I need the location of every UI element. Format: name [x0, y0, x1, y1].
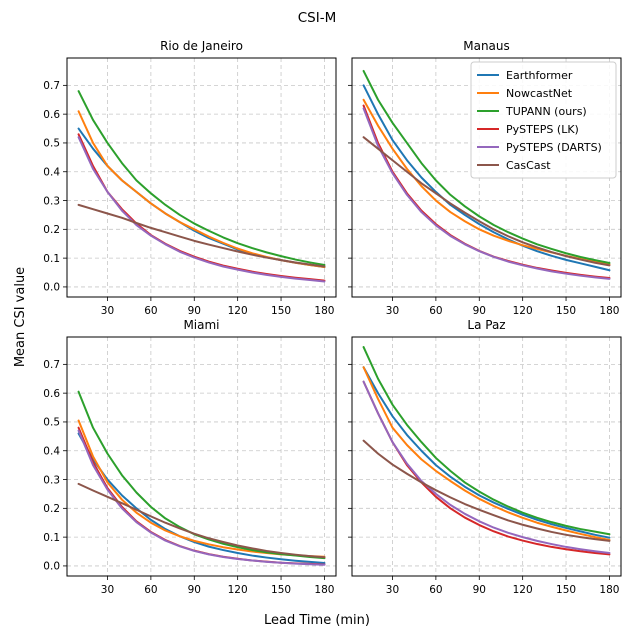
series-line-pysteps-darts	[77, 429, 326, 566]
y-tick-label: 0.4	[43, 167, 60, 179]
x-tick-label: 180	[599, 305, 619, 317]
x-tick-label: 60	[144, 584, 157, 596]
x-tick-label: 60	[144, 305, 157, 317]
x-tick-label: 60	[429, 305, 442, 317]
series-line-tupann-ours	[77, 90, 326, 267]
x-tick-label: 120	[513, 584, 533, 596]
axes-frame	[351, 57, 622, 298]
panel-title: La Paz	[467, 318, 505, 332]
legend-entry-pysteps-lk: PySTEPS (LK)	[506, 123, 579, 136]
panel-title: Miami	[183, 318, 219, 332]
series-line-pysteps-darts	[77, 136, 326, 283]
series-line-cascast	[362, 439, 611, 542]
y-tick-label: 0.7	[43, 80, 60, 92]
series-line-cascast	[77, 203, 326, 268]
axes-frame	[66, 336, 337, 577]
x-tick-label: 30	[386, 584, 399, 596]
y-tick-label: 0.4	[43, 446, 60, 458]
series-line-cascast	[362, 136, 611, 267]
x-tick-label: 150	[556, 584, 576, 596]
y-tick-label: 0.1	[43, 532, 60, 544]
series-line-nowcastnet	[362, 366, 611, 542]
y-tick-label: 0.2	[43, 503, 60, 515]
x-tick-label: 90	[473, 584, 486, 596]
y-tick-label: 0.1	[43, 253, 60, 265]
y-tick-label: 0.5	[43, 417, 60, 429]
legend-entry-tupann-ours: TUPANN (ours)	[505, 105, 587, 118]
x-tick-label: 90	[473, 305, 486, 317]
y-tick-label: 0.7	[43, 359, 60, 371]
panel-la-paz: 30 60 90 120 150 180 La Paz	[348, 318, 622, 596]
y-tick-label: 0.0	[43, 282, 60, 294]
x-tick-label: 30	[386, 305, 399, 317]
x-tick-label: 180	[314, 305, 334, 317]
series-line-earthformer	[77, 432, 326, 565]
y-axis-label: Mean CSI value	[13, 267, 28, 367]
x-tick-label: 120	[513, 305, 533, 317]
x-tick-label: 30	[101, 584, 114, 596]
panel-title: Manaus	[463, 39, 510, 53]
x-tick-label: 150	[271, 584, 291, 596]
x-tick-label: 180	[599, 584, 619, 596]
legend-entry-pysteps-darts: PySTEPS (DARTS)	[506, 141, 602, 154]
y-tick-label: 0.2	[43, 224, 60, 236]
y-tick-label: 0.3	[43, 195, 60, 207]
series-line-earthformer	[362, 366, 611, 539]
panel-manaus: 30 60 90 120 150 180 Manaus Earthformer NowcastN…	[348, 39, 622, 317]
x-tick-label: 120	[228, 305, 248, 317]
axes-frame	[351, 336, 622, 577]
series-line-pysteps-darts	[362, 380, 611, 554]
y-tick-label: 0.5	[43, 138, 60, 150]
figure-title: CSI-M	[298, 10, 337, 26]
series-line-tupann-ours	[362, 346, 611, 536]
series-line-pysteps-darts	[362, 107, 611, 280]
series-line-earthformer	[362, 84, 611, 272]
y-tick-label: 0.3	[43, 474, 60, 486]
panel-rio-de-janeiro: 30 60 90 120 150 180 0.0 0.1 0.2 0.3 0.4 0.5 0.6 0.7 R…	[43, 39, 337, 317]
x-tick-label: 90	[188, 584, 201, 596]
axes-frame	[66, 57, 337, 298]
legend: Earthformer NowcastNet TUPANN (ours) PySTEP…	[470, 61, 617, 179]
legend-entry-cascast: CasCast	[506, 159, 551, 172]
series-line-tupann-ours	[362, 69, 611, 265]
y-tick-label: 0.6	[43, 109, 60, 121]
legend-entry-earthformer: Earthformer	[506, 69, 573, 82]
series-line-cascast	[77, 482, 326, 559]
x-tick-label: 30	[101, 305, 114, 317]
panel-miami: 30 60 90 120 150 180 0.0 0.1 0.2 0.3 0.4 0.5 0.6 0.7 M…	[43, 318, 337, 596]
y-tick-label: 0.6	[43, 388, 60, 400]
x-tick-label: 180	[314, 584, 334, 596]
legend-box	[470, 61, 617, 179]
x-tick-label: 90	[188, 305, 201, 317]
legend-entry-nowcastnet: NowcastNet	[506, 87, 573, 100]
x-tick-label: 150	[271, 305, 291, 317]
x-tick-label: 60	[429, 584, 442, 596]
x-tick-label: 150	[556, 305, 576, 317]
x-axis-label: Lead Time (min)	[264, 613, 370, 628]
x-tick-label: 120	[228, 584, 248, 596]
panel-title: Rio de Janeiro	[160, 39, 243, 53]
y-tick-label: 0.0	[43, 561, 60, 573]
panels-group: 30 60 90 120 150 180 0.0 0.1 0.2 0.3 0.4 0.5 0.6 0.7 R…	[43, 39, 622, 596]
